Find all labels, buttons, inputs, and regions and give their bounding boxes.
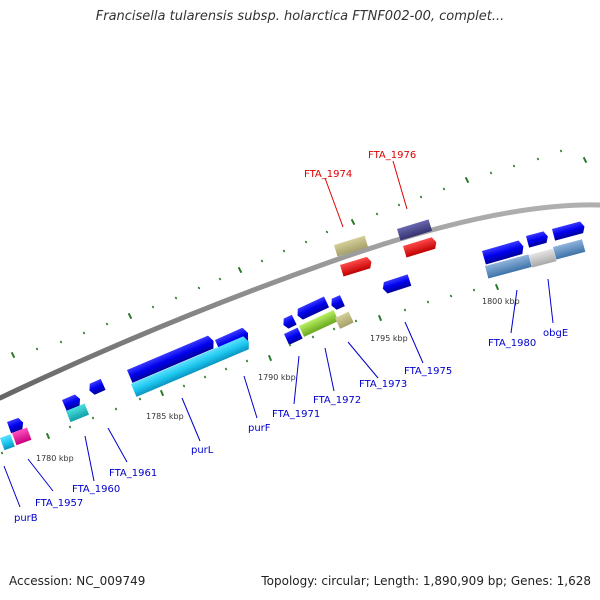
gene-obgE-box <box>553 239 586 260</box>
kbp-label: 1785 kbp <box>146 412 184 421</box>
leader-line <box>404 321 424 364</box>
kbp-label: 1800 kbp <box>482 297 520 306</box>
gene-FTA_1957-box <box>12 427 32 446</box>
gene-labels: purB FTA_1957 FTA_1960 FTA_1961 purL pur… <box>14 150 568 524</box>
gene-red-arrow <box>403 237 437 258</box>
forward-strand-genes <box>7 219 585 434</box>
gene-label-FTA_1971: FTA_1971 <box>272 409 320 420</box>
gene-purL-arrow <box>127 335 214 383</box>
kbp-label: 1795 kbp <box>370 334 408 343</box>
gene-label-purB: purB <box>14 513 38 524</box>
leader-line <box>547 278 554 324</box>
leader-line <box>510 289 518 334</box>
outer-tick-track <box>10 149 588 359</box>
gene-cyan-arrow <box>131 336 249 397</box>
gene-label-FTA_1973: FTA_1973 <box>359 379 407 390</box>
gene-grey-box <box>529 248 557 268</box>
genome-backbone <box>0 202 600 401</box>
gene-label-FTA_1960: FTA_1960 <box>72 484 120 495</box>
leader-line <box>392 160 408 210</box>
leader-line <box>27 458 54 492</box>
gene-FTA_1972-box <box>299 309 339 337</box>
kbp-label: 1780 kbp <box>36 454 74 463</box>
leader-line <box>243 375 258 419</box>
leader-line <box>84 435 95 482</box>
leader-line <box>181 397 201 442</box>
leader-line <box>3 465 21 508</box>
gene-purB-box <box>0 434 15 451</box>
gene-arrow <box>482 240 524 265</box>
label-leader-lines <box>3 160 554 508</box>
gene-FTA_1975-arrow <box>382 274 412 294</box>
gene-label-purF: purF <box>248 423 271 434</box>
gene-FTA_1960-box <box>66 403 90 423</box>
gene-arrow <box>526 231 548 248</box>
gene-FTA_1976-box <box>397 219 433 241</box>
gene-label-FTA_1975: FTA_1975 <box>404 366 452 377</box>
genome-summary-text: Topology: circular; Length: 1,890,909 bp… <box>261 574 591 588</box>
gene-label-FTA_1961: FTA_1961 <box>109 468 157 479</box>
gene-arrow <box>89 378 106 395</box>
gene-arrow <box>297 296 330 320</box>
gene-label-FTA_1957: FTA_1957 <box>35 498 83 509</box>
leader-line <box>324 177 344 228</box>
gene-blue-box <box>284 327 303 345</box>
gene-arrow <box>7 417 24 434</box>
leader-line <box>324 347 335 392</box>
gene-arrow <box>283 314 297 329</box>
gene-label-obgE: obgE <box>543 328 568 339</box>
kbp-labels: 1780 kbp 1785 kbp 1790 kbp 1795 kbp 1800… <box>36 297 520 463</box>
gene-FTA_1980-box <box>485 254 532 279</box>
leader-line <box>293 355 300 405</box>
inner-tick-track <box>0 283 500 455</box>
gene-label-FTA_1972: FTA_1972 <box>313 395 361 406</box>
reverse-strand-genes <box>0 237 586 451</box>
kbp-label: 1790 kbp <box>258 373 296 382</box>
gene-red-arrow <box>340 256 372 277</box>
leader-line <box>107 427 128 463</box>
leader-line <box>347 341 379 379</box>
gene-label-purL: purL <box>191 445 214 456</box>
gene-FTA_1974-box <box>334 235 369 257</box>
map-title: Francisella tularensis subsp. holarctica… <box>95 9 505 24</box>
gene-label-FTA_1974: FTA_1974 <box>304 169 352 180</box>
gene-label-FTA_1980: FTA_1980 <box>488 338 536 349</box>
accession-text: Accession: NC_009749 <box>9 574 146 588</box>
gene-arrow <box>62 394 80 412</box>
gene-arrow <box>331 295 345 310</box>
gene-FTA_1973-box <box>335 311 354 329</box>
gene-arrow <box>552 221 585 241</box>
gene-label-FTA_1976: FTA_1976 <box>368 150 416 161</box>
